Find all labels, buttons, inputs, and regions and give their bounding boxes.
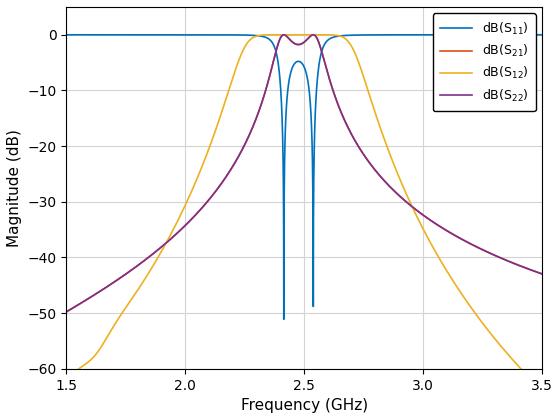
dB(S$_{12}$) <box>418 223 425 228</box>
Line: dB(S$_{11}$): dB(S$_{11}$) <box>67 35 542 319</box>
dB(S$_{11}$) <box>418 32 425 37</box>
dB(S$_{11}$) <box>454 32 461 37</box>
dB(S$_{21}$) <box>150 252 156 257</box>
dB(S$_{11}$) <box>539 32 545 37</box>
dB(S$_{12}$) <box>372 112 379 117</box>
Line: dB(S$_{12}$): dB(S$_{12}$) <box>67 35 542 391</box>
Line: dB(S$_{21}$): dB(S$_{21}$) <box>67 35 542 312</box>
dB(S$_{11}$) <box>150 32 156 37</box>
Line: dB(S$_{22}$): dB(S$_{22}$) <box>67 35 542 312</box>
dB(S$_{11}$) <box>348 33 355 38</box>
dB(S$_{11}$) <box>281 317 287 322</box>
Legend: dB(S$_{11}$), dB(S$_{21}$), dB(S$_{12}$), dB(S$_{22}$): dB(S$_{11}$), dB(S$_{21}$), dB(S$_{12}$)… <box>433 13 536 111</box>
dB(S$_{12}$) <box>245 39 251 45</box>
dB(S$_{22}$) <box>281 32 287 37</box>
dB(S$_{21}$) <box>245 135 251 140</box>
dB(S$_{11}$) <box>63 32 70 37</box>
X-axis label: Frequency (GHz): Frequency (GHz) <box>241 398 368 413</box>
dB(S$_{22}$) <box>245 135 251 140</box>
dB(S$_{21}$) <box>281 32 287 37</box>
dB(S$_{12}$) <box>539 388 545 394</box>
dB(S$_{12}$) <box>454 286 461 291</box>
dB(S$_{21}$) <box>418 211 425 216</box>
Y-axis label: Magnitude (dB): Magnitude (dB) <box>7 129 22 247</box>
dB(S$_{22}$) <box>454 234 461 239</box>
dB(S$_{21}$) <box>454 234 461 239</box>
dB(S$_{11}$) <box>372 32 379 37</box>
dB(S$_{21}$) <box>348 132 355 137</box>
dB(S$_{22}$) <box>418 211 425 216</box>
dB(S$_{21}$) <box>63 309 70 314</box>
dB(S$_{21}$) <box>372 168 379 173</box>
dB(S$_{22}$) <box>372 168 379 173</box>
dB(S$_{12}$) <box>348 44 355 49</box>
dB(S$_{12}$) <box>293 32 300 37</box>
dB(S$_{21}$) <box>539 271 545 276</box>
dB(S$_{22}$) <box>539 271 545 276</box>
dB(S$_{12}$) <box>150 263 156 268</box>
dB(S$_{11}$) <box>245 33 251 38</box>
dB(S$_{12}$) <box>63 377 70 382</box>
dB(S$_{22}$) <box>348 132 355 137</box>
dB(S$_{22}$) <box>63 309 70 314</box>
dB(S$_{22}$) <box>150 252 156 257</box>
